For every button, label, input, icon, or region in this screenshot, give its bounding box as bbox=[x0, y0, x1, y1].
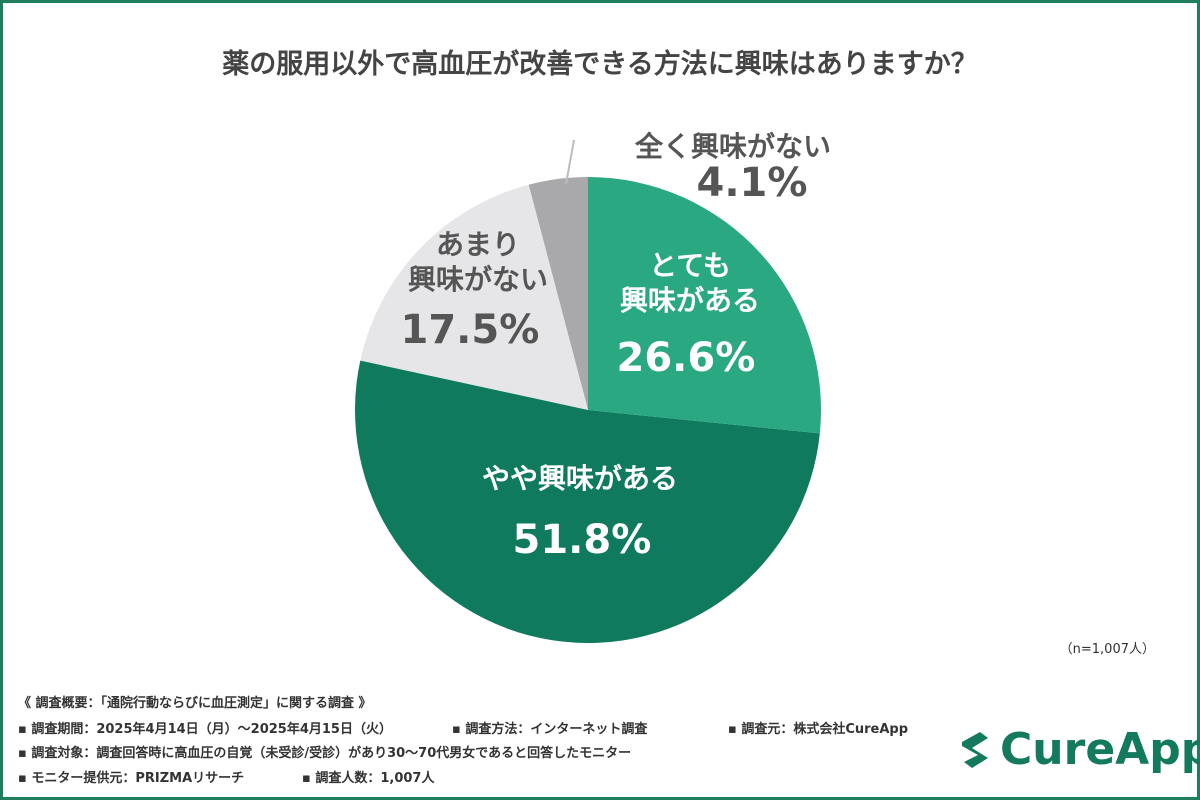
footer-heading: 《 調査概要：「通院行動ならびに血圧測定」に関する調査 》 bbox=[18, 696, 372, 711]
pie-slice bbox=[588, 177, 821, 434]
footer-item: ▪ 調査方法：インターネット調査 bbox=[452, 722, 648, 737]
slice-label: あまり 興味がない bbox=[408, 228, 549, 296]
footer-item: ▪ モニター提供元：PRIZMAリサーチ bbox=[18, 771, 245, 786]
logo: CureApp bbox=[1000, 724, 1200, 775]
footer-item: ▪ 調査対象：調査回答時に高血圧の自覚（未受診/受診）があり30〜70代男女であ… bbox=[18, 746, 632, 761]
pie-slice bbox=[528, 177, 588, 410]
value-label: 4.1% bbox=[696, 160, 808, 206]
slice-label: やや興味がある bbox=[482, 461, 679, 495]
slice-label: とても 興味がある bbox=[620, 249, 761, 317]
pie-slice bbox=[360, 184, 588, 410]
value-label: 51.8% bbox=[512, 517, 652, 563]
footer-item: ▪ 調査元：株式会社CureApp bbox=[728, 722, 909, 737]
pie-slice bbox=[355, 360, 820, 643]
slice-label: 全く興味がない bbox=[635, 129, 832, 163]
footer-item: ▪ 調査人数：1,007人 bbox=[302, 771, 435, 786]
logo-icon bbox=[962, 732, 988, 768]
value-label: 26.6% bbox=[616, 335, 756, 381]
footer-item: ▪ 調査期間：2025年4月14日（月）〜2025年4月15日（火） bbox=[18, 722, 392, 737]
sample-size: （n=1,007人） bbox=[1059, 642, 1155, 657]
value-label: 17.5% bbox=[400, 307, 540, 353]
leader-line bbox=[565, 139, 575, 185]
chart-title: 薬の服用以外で高血圧が改善できる方法に興味はありますか？ bbox=[222, 49, 978, 80]
